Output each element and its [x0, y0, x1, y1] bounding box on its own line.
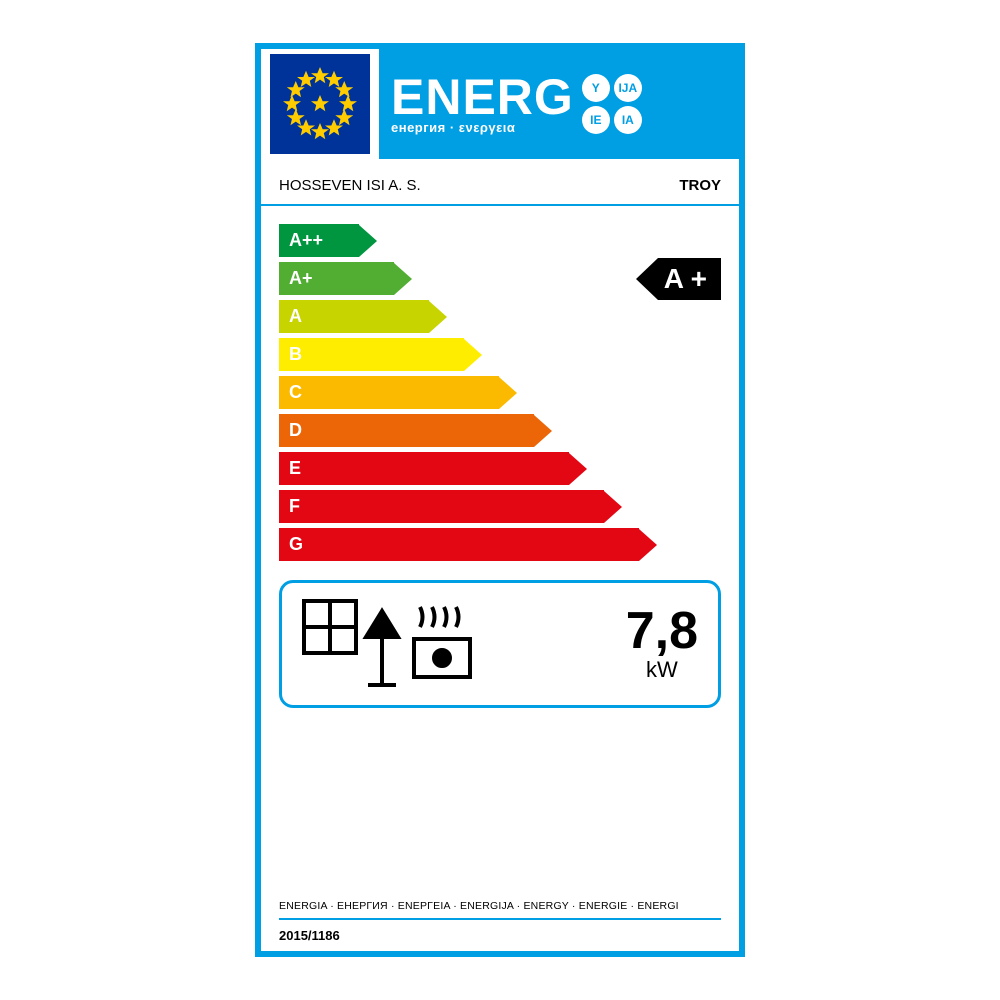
scale-row: G: [279, 528, 721, 561]
scale-arrow-label: A: [279, 300, 429, 333]
heating-pictograms: [302, 599, 606, 689]
energ-title-box: ENERG енергия · ενεργεια YIJAIEIA: [379, 49, 739, 159]
scale-arrow-label: G: [279, 528, 639, 561]
power-value: 7,8 kW: [626, 605, 698, 683]
scale-row: A++: [279, 224, 721, 257]
scale-arrow-label: F: [279, 490, 604, 523]
lang-code: IE: [582, 106, 610, 134]
regulation-number: 2015/1186: [279, 928, 721, 943]
footer: ENERGIA · ЕНЕРГИЯ · ΕΝΕΡΓΕΙΑ · ENERGIJA …: [261, 720, 739, 951]
supplier-row: HOSSEVEN ISI A. S. TROY: [261, 159, 739, 206]
power-box: 7,8 kW: [279, 580, 721, 708]
header: ENERG енергия · ενεργεια YIJAIEIA: [261, 49, 739, 159]
lang-code: IA: [614, 106, 642, 134]
lang-code: IJA: [614, 74, 642, 102]
scale-row: D: [279, 414, 721, 447]
scale-arrow-label: B: [279, 338, 464, 371]
footer-languages: ENERGIA · ЕНЕРГИЯ · ΕΝΕΡΓΕΙΑ · ENERGIJA …: [279, 900, 721, 920]
scale-row: C: [279, 376, 721, 409]
scale-row: A+: [279, 262, 721, 295]
scale-arrow-label: A+: [279, 262, 394, 295]
efficiency-scale: A++A +A+ABCDEFG: [261, 206, 739, 580]
scale-arrow-label: C: [279, 376, 499, 409]
lang-code: Y: [582, 74, 610, 102]
scale-arrow-label: A++: [279, 224, 359, 257]
scale-arrow-label: E: [279, 452, 569, 485]
supplier-name: HOSSEVEN ISI A. S.: [279, 177, 421, 194]
power-unit: kW: [626, 657, 698, 683]
energy-label: ENERG енергия · ενεργεια YIJAIEIA HOSSEV…: [255, 43, 745, 957]
scale-row: E: [279, 452, 721, 485]
power-number: 7,8: [626, 605, 698, 657]
scale-row: A: [279, 300, 721, 333]
scale-row: F: [279, 490, 721, 523]
scale-row: B: [279, 338, 721, 371]
model-name: TROY: [679, 177, 721, 194]
lang-suffix-circles: YIJAIEIA: [582, 74, 642, 134]
energ-word: ENERG: [391, 75, 574, 120]
scale-arrow-label: D: [279, 414, 534, 447]
eu-flag: [261, 49, 379, 159]
